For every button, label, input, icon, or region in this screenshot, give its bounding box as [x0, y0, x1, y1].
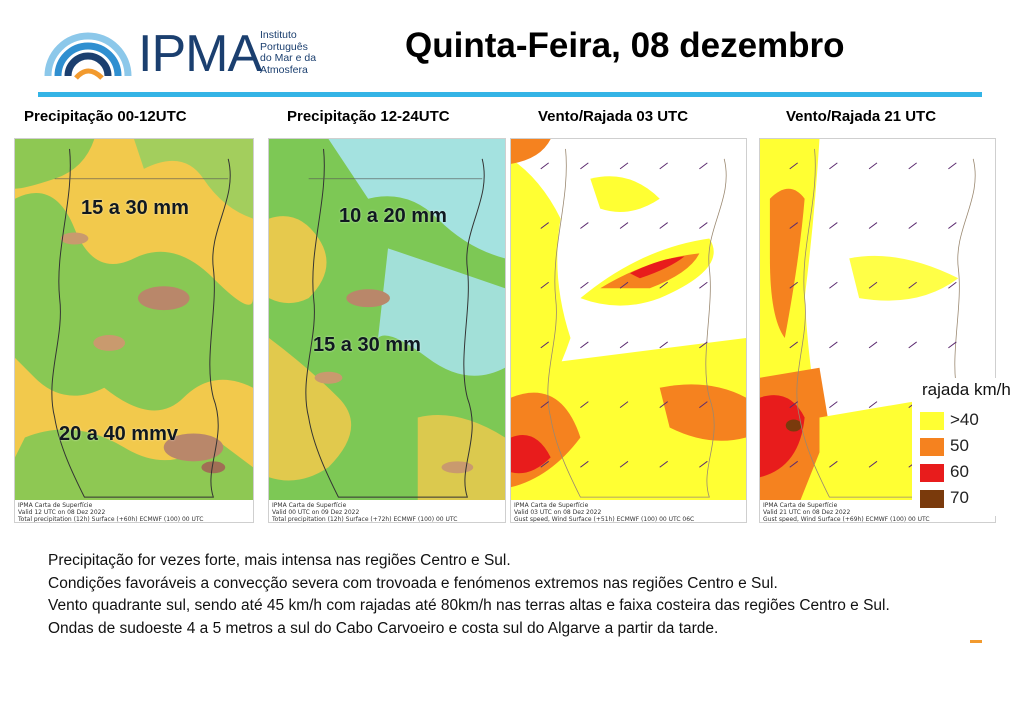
legend-item: 60	[920, 462, 1020, 484]
legend-label: 60	[950, 462, 969, 481]
forecast-bulletin: Precipitação for vezes forte, mais inten…	[48, 550, 968, 640]
precip-field-2	[269, 139, 505, 522]
gust-legend: rajada km/h >40 50 60 70	[912, 378, 1024, 516]
logo-wordmark: IPMA	[138, 25, 262, 83]
legend-swatch	[920, 464, 944, 482]
logo-arc-icon	[44, 32, 132, 80]
legend-label: 70	[950, 488, 969, 507]
logo-subtitle: Instituto Português do Mar e da Atmosfer…	[260, 29, 317, 76]
legend-title: rajada km/h	[922, 380, 1011, 399]
legend-swatch	[920, 490, 944, 508]
precip-label-north: 15 a 30 mm	[81, 197, 189, 219]
bulletin-line: Condições favoráveis a convecção severa …	[48, 574, 778, 592]
precip-label-south: 15 a 30 mm	[313, 334, 421, 356]
title-divider	[38, 92, 982, 97]
gust-field-1	[511, 139, 746, 522]
bulletin-line: Ondas de sudoeste 4 a 5 metros a sul do …	[48, 619, 719, 637]
panel-title-precip-12-24: Precipitação 12-24UTC	[287, 108, 450, 125]
page-title: Quinta-Feira, 08 dezembro	[405, 26, 845, 65]
map-wind-03: IPMA Carta de Superfície Valid 03 UTC on…	[510, 138, 747, 523]
legend-item: 50	[920, 436, 1020, 458]
legend-swatch	[920, 412, 944, 430]
precip-field-1	[15, 139, 253, 522]
map-footnote: IPMA Carta de Superfície Valid 12 UTC on…	[15, 500, 253, 522]
map-precip-12-24: 10 a 20 mm 15 a 30 mm IPMA Carta de Supe…	[268, 138, 506, 523]
precip-label-south: 20 a 40 mmv	[59, 423, 178, 445]
precip-label-north: 10 a 20 mm	[339, 205, 447, 227]
orange-dash-mark	[970, 640, 982, 643]
legend-item: >40	[920, 410, 1020, 432]
ipma-logo: IPMA Instituto Português do Mar e da Atm…	[40, 24, 340, 86]
legend-item: 70	[920, 488, 1020, 510]
map-footnote: IPMA Carta de Superfície Valid 00 UTC on…	[269, 500, 505, 522]
bulletin-line: Vento quadrante sul, sendo até 45 km/h c…	[48, 597, 890, 614]
panel-title-wind-03: Vento/Rajada 03 UTC	[538, 108, 689, 125]
bulletin-line: Precipitação for vezes forte, mais inten…	[48, 552, 511, 569]
legend-label: 50	[950, 436, 969, 455]
panel-title-wind-21: Vento/Rajada 21 UTC	[786, 108, 937, 125]
legend-swatch	[920, 438, 944, 456]
panel-title-precip-00-12: Precipitação 00-12UTC	[24, 108, 187, 125]
legend-label: >40	[950, 410, 979, 429]
map-precip-00-12: 15 a 30 mm 20 a 40 mmv IPMA Carta de Sup…	[14, 138, 254, 523]
map-footnote: IPMA Carta de Superfície Valid 03 UTC on…	[511, 500, 746, 522]
